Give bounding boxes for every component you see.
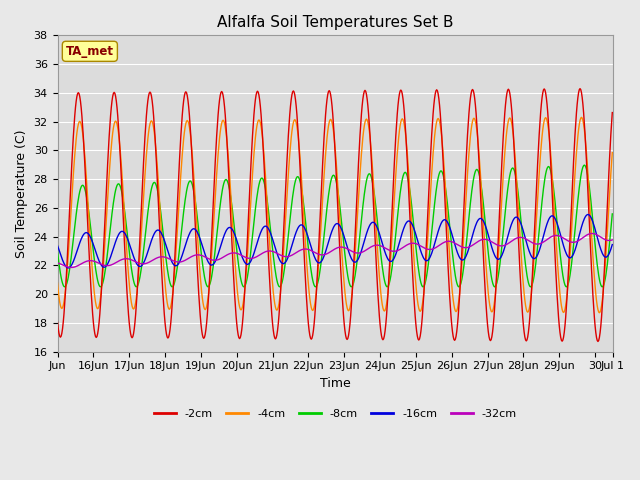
Text: TA_met: TA_met — [66, 45, 114, 58]
Y-axis label: Soil Temperature (C): Soil Temperature (C) — [15, 129, 28, 258]
Legend: -2cm, -4cm, -8cm, -16cm, -32cm: -2cm, -4cm, -8cm, -16cm, -32cm — [149, 405, 522, 423]
Title: Alfalfa Soil Temperatures Set B: Alfalfa Soil Temperatures Set B — [217, 15, 454, 30]
X-axis label: Time: Time — [320, 377, 351, 390]
